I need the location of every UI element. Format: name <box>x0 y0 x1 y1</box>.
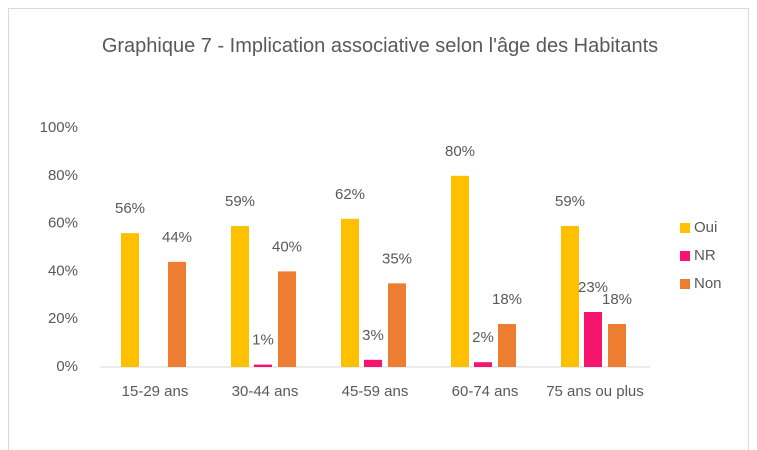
bar <box>168 261 186 367</box>
legend-label: Non <box>694 275 722 292</box>
bar <box>451 175 469 367</box>
legend-swatch <box>680 251 690 261</box>
bar <box>608 323 626 367</box>
y-tick-label: 60% <box>48 215 78 232</box>
bar <box>278 271 296 367</box>
data-label: 59% <box>225 193 255 210</box>
data-label: 3% <box>362 327 384 344</box>
data-label: 23% <box>578 279 608 296</box>
bar <box>231 225 249 367</box>
data-label: 59% <box>555 193 585 210</box>
bar <box>561 225 579 367</box>
bar <box>254 364 272 367</box>
legend-swatch <box>680 223 690 233</box>
bar <box>121 233 139 367</box>
x-tick-label: 60-74 ans <box>451 383 519 400</box>
data-label: 56% <box>115 200 145 217</box>
chart-title: Graphique 7 - Implication associative se… <box>101 35 659 57</box>
data-label: 80% <box>445 143 475 160</box>
bar <box>364 359 382 367</box>
data-label: 18% <box>492 291 522 308</box>
bar <box>388 283 406 367</box>
data-label: 44% <box>162 229 192 246</box>
data-label: 2% <box>472 329 494 346</box>
x-tick-label: 75 ans ou plus <box>546 383 644 400</box>
data-label: 40% <box>272 238 302 255</box>
data-label: 35% <box>382 250 412 267</box>
bar <box>341 218 359 367</box>
legend-label: NR <box>694 247 716 264</box>
y-tick-label: 40% <box>48 262 78 279</box>
legend-swatch <box>680 279 690 289</box>
data-label: 62% <box>335 186 365 203</box>
y-tick-label: 20% <box>48 310 78 327</box>
y-tick-label: 80% <box>48 167 78 184</box>
bar <box>584 312 602 367</box>
x-tick-label: 15-29 ans <box>121 383 189 400</box>
x-tick-label: 30-44 ans <box>231 383 299 400</box>
data-label: 1% <box>252 332 274 349</box>
legend-label: Oui <box>694 219 717 236</box>
bar <box>474 362 492 367</box>
chart-frame <box>8 8 749 450</box>
data-label: 18% <box>602 291 632 308</box>
y-tick-label: 0% <box>56 358 78 375</box>
bar <box>498 323 516 367</box>
x-tick-label: 45-59 ans <box>341 383 409 400</box>
y-tick-label: 100% <box>40 119 78 136</box>
